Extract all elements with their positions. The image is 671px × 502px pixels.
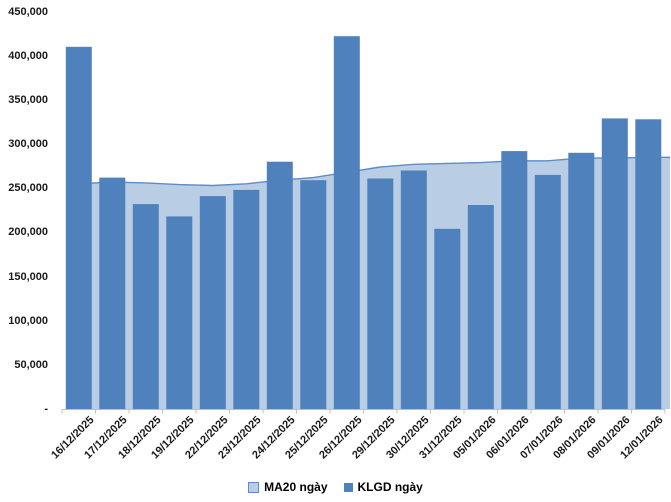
y-axis-label: 50,000 <box>14 359 48 371</box>
klgd-legend-label: KLGD ngày <box>357 480 423 494</box>
volume-bar <box>434 228 461 409</box>
y-axis-label: 350,000 <box>8 94 48 106</box>
ma20-legend-label: MA20 ngày <box>264 480 328 494</box>
volume-bar <box>266 161 293 409</box>
volume-bar <box>99 177 126 409</box>
y-axis-label: 400,000 <box>8 50 48 62</box>
volume-bar <box>367 178 394 409</box>
volume-bar <box>400 170 427 409</box>
volume-bar <box>166 216 193 409</box>
volume-bar <box>65 46 92 410</box>
ma20-legend-swatch-icon <box>248 481 260 493</box>
volume-bar <box>132 204 159 409</box>
volume-bar <box>501 151 528 409</box>
volume-bar <box>635 119 662 410</box>
legend-item-ma20: MA20 ngày <box>248 480 328 494</box>
y-axis-label: 200,000 <box>8 226 48 238</box>
volume-bar <box>568 152 595 410</box>
y-axis-label: - <box>44 403 48 415</box>
volume-bar <box>199 196 226 409</box>
legend-item-klgd: KLGD ngày <box>343 480 423 494</box>
y-axis-label: 100,000 <box>8 315 48 327</box>
y-axis-label: 300,000 <box>8 138 48 150</box>
volume-bar <box>601 118 628 410</box>
volume-bar <box>333 36 360 409</box>
volume-bar <box>467 205 494 409</box>
klgd-legend-swatch-icon <box>343 482 353 492</box>
y-axis-label: 450,000 <box>8 6 48 18</box>
volume-bar <box>233 189 260 409</box>
volume-bar <box>534 174 561 409</box>
y-axis-label: 250,000 <box>8 182 48 194</box>
chart-legend: MA20 ngày KLGD ngày <box>0 477 671 497</box>
volume-bar <box>300 180 327 409</box>
y-axis-label: 150,000 <box>8 271 48 283</box>
